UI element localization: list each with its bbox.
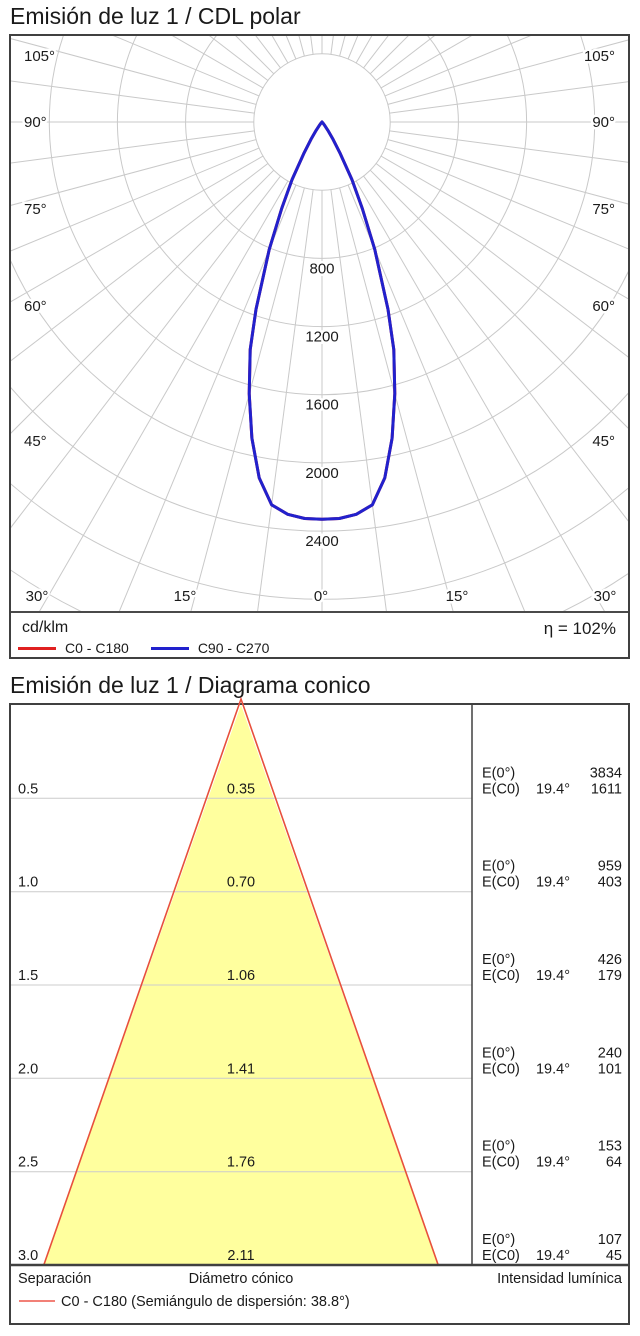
angle-label-left: 60° <box>24 298 47 315</box>
diameter-label: 0.70 <box>227 875 255 891</box>
e0-value: 959 <box>598 859 622 875</box>
polar-labels: 800 1200 1600 2000 2400 105° 105° 90° 90° 75° 75° 6… <box>22 46 619 608</box>
polar-diagram: 800 1200 1600 2000 2400 105° 105° 90° 90° 75° 75° 6… <box>11 36 628 611</box>
separation-label: 2.5 <box>18 1155 38 1171</box>
ec0-label: E(C0) <box>482 1248 520 1264</box>
beam-angle-value: 19.4° <box>536 1061 570 1077</box>
separation-label: 3.0 <box>18 1248 38 1264</box>
intensity-curve-C90-C270 <box>247 120 397 521</box>
diameter-label: 2.11 <box>227 1248 254 1264</box>
angle-label-right: 105° <box>584 48 615 65</box>
ec0-value: 179 <box>598 968 622 984</box>
c90-c270-legend-swatch <box>150 646 189 650</box>
ec0-value: 1611 <box>591 781 622 797</box>
angle-label-bottom: 30° <box>594 588 617 605</box>
polar-chart-box: 800 1200 1600 2000 2400 105° 105° 90° 90° 75° 75° 6… <box>9 34 630 659</box>
e0-label: E(0°) <box>482 765 515 781</box>
beam-angle-value: 19.4° <box>536 875 570 891</box>
cone-gridlines <box>11 797 472 1173</box>
e0-value: 107 <box>598 1232 622 1248</box>
efficiency-label: η = 102% <box>543 619 616 638</box>
polar-grid <box>11 36 628 611</box>
angle-label-right: 45° <box>592 433 615 450</box>
ec0-value: 403 <box>598 875 622 891</box>
beam-angle-value: 19.4° <box>536 968 570 984</box>
angle-label-left: 90° <box>24 114 47 131</box>
cone-footer: Separación Diámetro cónico Intensidad lumí… <box>18 1271 623 1310</box>
angle-label-left: 105° <box>24 48 55 65</box>
ec0-label: E(C0) <box>482 781 520 797</box>
diameter-label: 1.06 <box>227 968 255 984</box>
angle-label-left: 75° <box>24 201 47 218</box>
e0-label: E(0°) <box>482 859 515 875</box>
diameter-label: 1.76 <box>227 1155 255 1171</box>
ec0-label: E(C0) <box>482 875 520 891</box>
c0-c180-legend-label: C0 - C180 <box>65 640 129 656</box>
ec0-label: E(C0) <box>482 1061 520 1077</box>
separation-label: 1.0 <box>18 875 38 891</box>
e0-label: E(0°) <box>482 1045 515 1061</box>
angle-label-bottom: 30° <box>26 588 49 605</box>
e0-value: 426 <box>598 952 622 968</box>
e0-label: E(0°) <box>482 1232 515 1248</box>
separation-label: 2.0 <box>18 1061 38 1077</box>
ring-value-label: 800 <box>309 260 334 277</box>
angle-label-bottom: 0° <box>314 588 328 605</box>
ring-value-label: 2400 <box>305 533 338 550</box>
ec0-value: 45 <box>606 1248 622 1264</box>
angle-label-bottom: 15° <box>174 588 197 605</box>
polar-legend: C0 - C180 C90 - C270 <box>18 640 269 656</box>
e0-value: 3834 <box>590 765 622 781</box>
angle-label-right: 60° <box>592 298 615 315</box>
angle-label-right: 90° <box>592 114 615 131</box>
beam-angle-value: 19.4° <box>536 1155 570 1171</box>
beam-angle-value: 19.4° <box>536 781 570 797</box>
beam-angle-value: 19.4° <box>536 1248 570 1264</box>
ring-value-label: 1600 <box>305 397 338 414</box>
separation-label: 0.5 <box>18 781 38 797</box>
ring-value-label: 1200 <box>305 329 338 346</box>
e0-value: 153 <box>598 1139 622 1155</box>
diameter-label: 0.35 <box>227 781 255 797</box>
angle-label-bottom: 15° <box>446 588 469 605</box>
polar-legend-strip: cd/klm η = 102% C0 - C180 C90 - C270 <box>11 611 628 657</box>
ec0-value: 101 <box>598 1061 622 1077</box>
angle-label-right: 75° <box>592 201 615 218</box>
angle-label-left: 45° <box>24 433 47 450</box>
separation-label: 1.5 <box>18 968 38 984</box>
footer-intensidad-header: Intensidad lumínica <box>497 1271 623 1287</box>
c90-c270-legend-item: C90 - C270 <box>150 640 270 656</box>
cone-legend-label: C0 - C180 (Semiángulo de dispersión: 38.… <box>61 1294 350 1310</box>
unit-label: cd/klm <box>22 619 69 636</box>
footer-diametro-header: Diámetro cónico <box>189 1271 294 1287</box>
cone-frame-lines <box>11 705 628 1267</box>
e0-label: E(0°) <box>482 1139 515 1155</box>
polar-chart-title: Emisión de luz 1 / CDL polar <box>10 3 301 29</box>
c0-c180-legend-swatch <box>18 646 56 650</box>
diameter-label: 1.41 <box>227 1061 255 1077</box>
c90-c270-legend-label: C90 - C270 <box>197 640 270 656</box>
cone-chart-box: 0.5 0.35 E(0°) E(C0) 19.4° 3834 1611 1.0 0.70 E(0… <box>9 696 630 1325</box>
ec0-value: 64 <box>606 1155 622 1171</box>
cone-chart-title: Emisión de luz 1 / Diagrama conico <box>10 672 371 698</box>
footer-separacion-header: Separación <box>18 1271 91 1287</box>
ring-value-label: 2000 <box>305 465 338 482</box>
e0-value: 240 <box>598 1045 622 1061</box>
light-cone-edges <box>43 696 439 1266</box>
ec0-label: E(C0) <box>482 1155 520 1171</box>
e0-label: E(0°) <box>482 952 515 968</box>
ec0-label: E(C0) <box>482 968 520 984</box>
